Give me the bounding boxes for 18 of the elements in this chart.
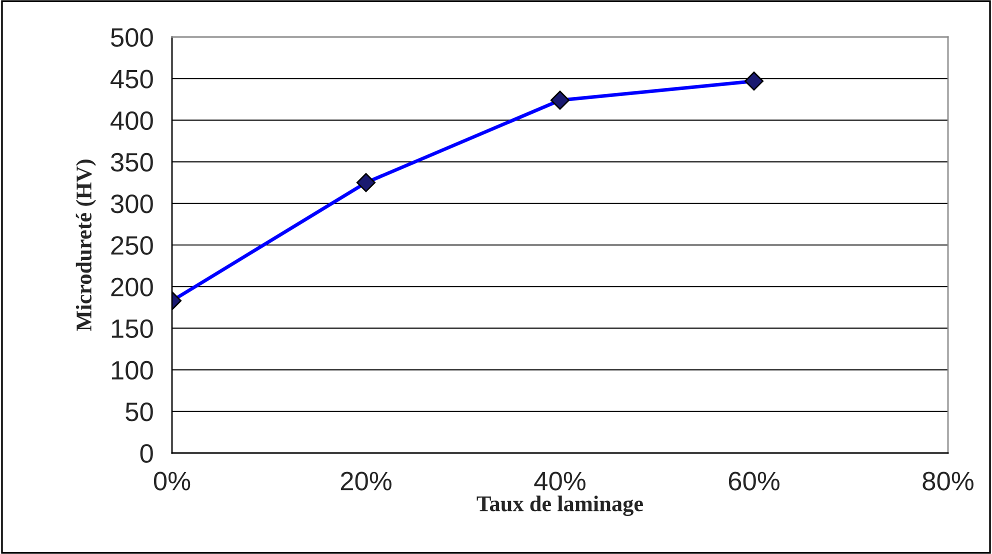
y-tick-label: 450 — [110, 70, 153, 88]
y-tick-label: 150 — [112, 319, 153, 338]
y-tick-label: 500 — [110, 28, 153, 47]
y-tick-label: 100 — [112, 360, 153, 380]
y-tick-label: 0 — [140, 444, 153, 463]
x-axis-title: Taux de laminage — [476, 496, 643, 516]
y-axis-title: Microdureté (HV) — [76, 160, 96, 331]
y-tick-label: 250 — [111, 236, 153, 255]
x-tick-label: 60% — [728, 472, 780, 490]
y-tick-label: 300 — [110, 194, 153, 214]
x-tick-label: 0% — [154, 472, 190, 490]
y-tick-label: 50 — [126, 402, 153, 422]
x-tick-label: 40% — [534, 472, 586, 490]
x-tick-label: 20% — [340, 472, 392, 490]
y-tick-label: 200 — [111, 278, 153, 296]
y-tick-label: 350 — [110, 152, 153, 172]
x-tick-label: 80% — [922, 472, 974, 490]
y-tick-label: 400 — [110, 111, 153, 130]
